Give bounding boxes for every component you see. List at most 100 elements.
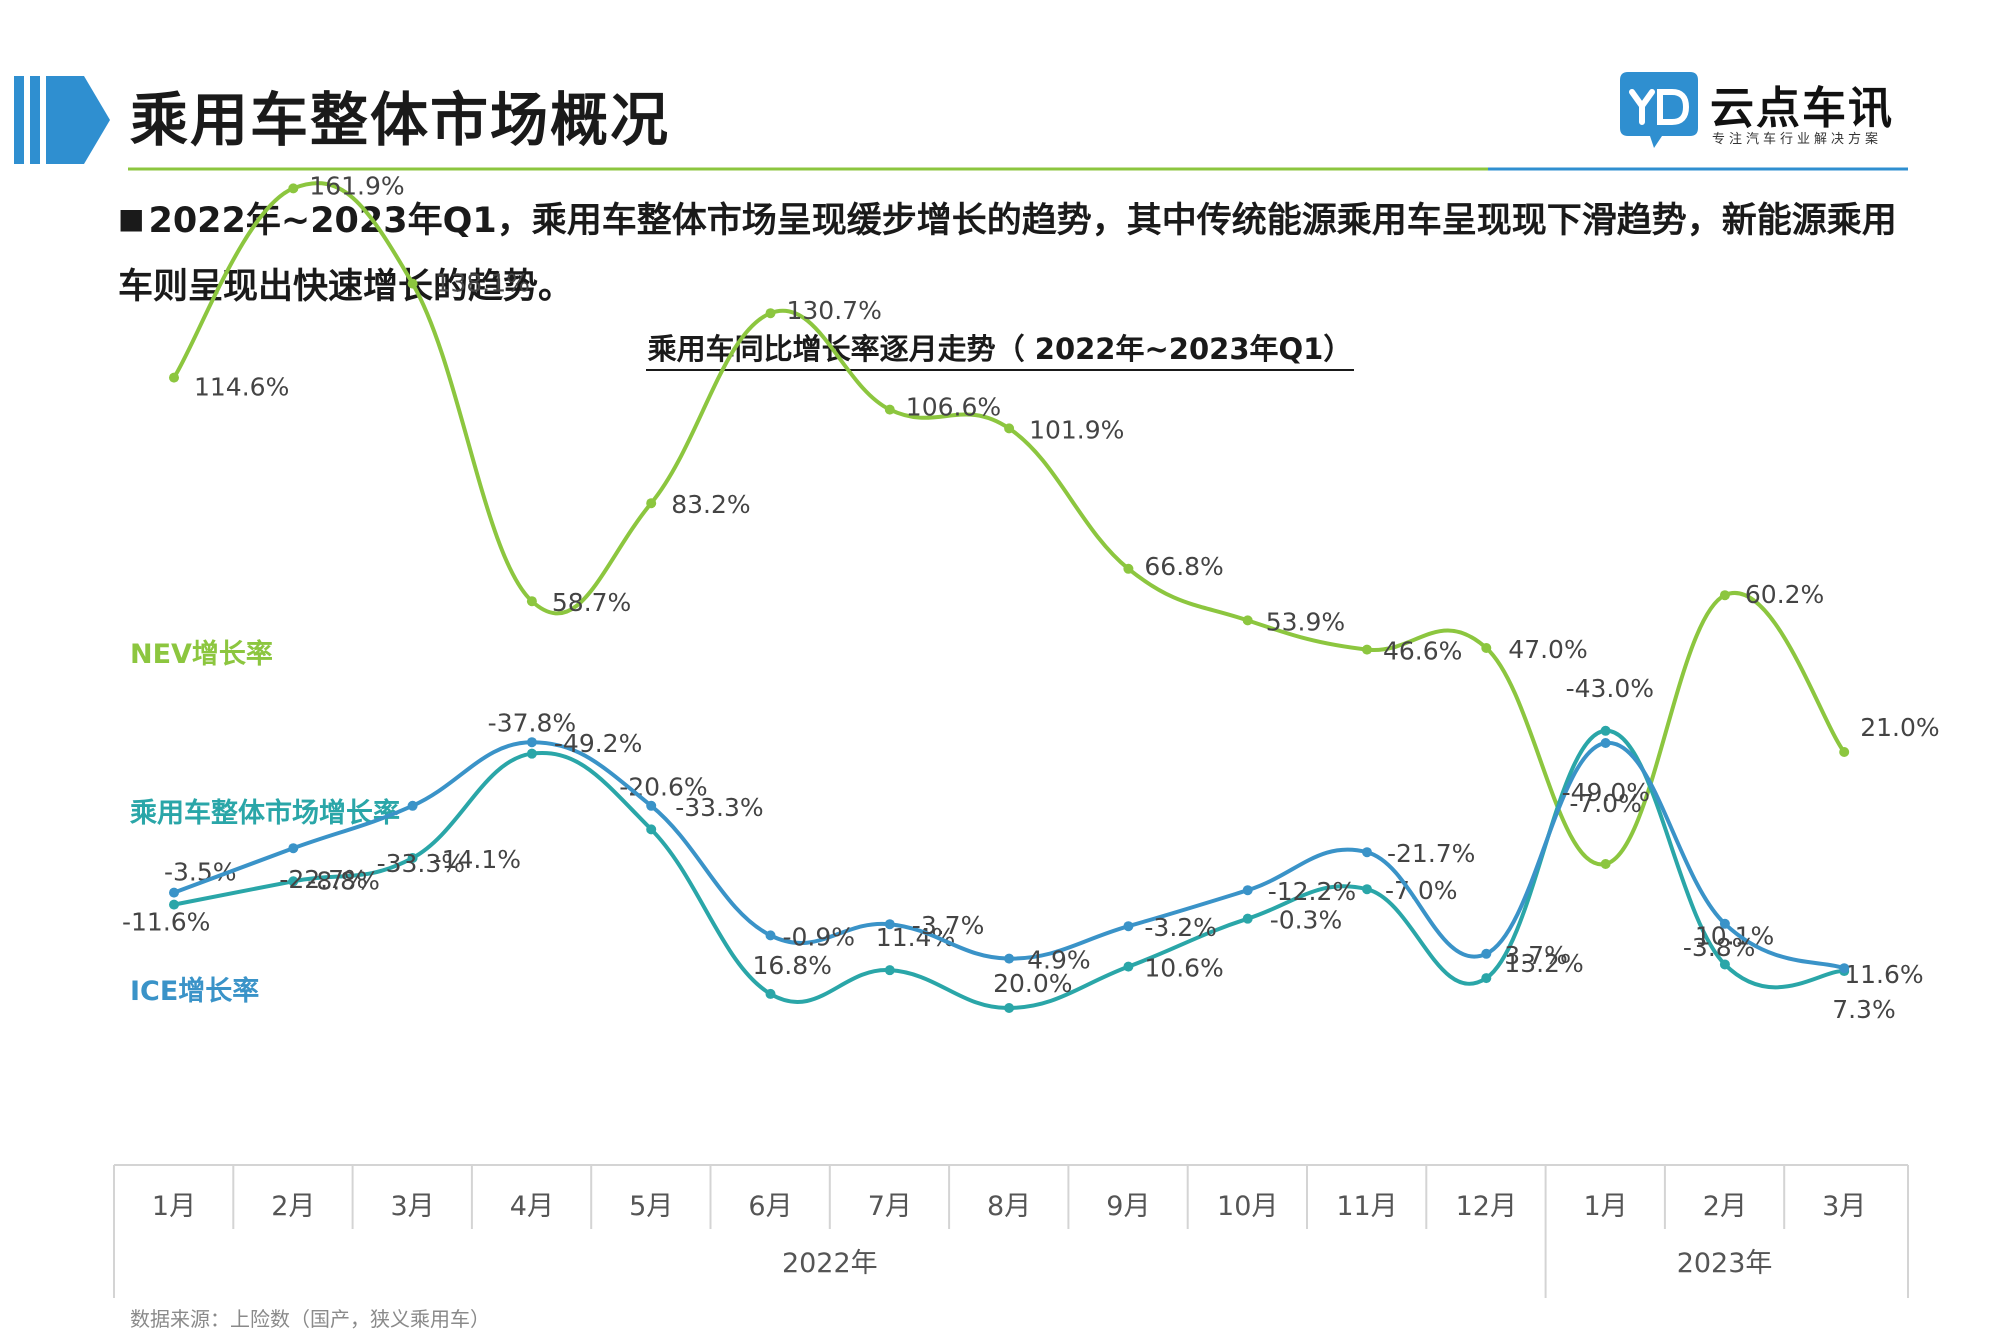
chart-title: 乘用车同比增长率逐月走势（ 2022年~2023年Q1） [0,326,2000,371]
ice-point-14 [1719,918,1730,929]
chart-title-text: 乘用车同比增长率逐月走势（ 2022年~2023年Q1） [645,332,1355,371]
logo-tagline: 专注汽车行业解决方案 [1712,132,1883,147]
page-title: 乘用车整体市场概况 [130,86,671,154]
x-group-label-1: 2022年 [782,1248,878,1279]
nev-point-1 [169,372,179,383]
ice-point-4 [526,737,537,748]
total-data-label-10: -0.3% [1270,906,1343,935]
x-tick-label-6: 6月 [748,1191,792,1222]
total-point-8 [1004,1003,1015,1013]
total-data-label-9: 10.6% [1144,954,1223,983]
x-tick-label-15: 3月 [1822,1191,1866,1222]
total-data-label-6: 16.8% [753,951,832,980]
ice-point-11 [1362,847,1372,858]
ice-point-6 [765,930,776,941]
total-data-label-8: 20.0% [993,969,1072,998]
ice-data-label-11: -21.7% [1387,839,1475,868]
nev-point-10 [1242,615,1253,626]
ice-data-label-10: -12.2% [1268,877,1356,906]
total-data-label-3: -14.1% [433,845,521,874]
nev-point-4 [526,596,537,607]
ice-data-label-7: -3.7% [912,911,985,940]
total-point-10 [1242,913,1253,924]
x-tick-label-9: 9月 [1106,1191,1150,1222]
ice-data-label-1: -11.6% [122,908,210,937]
nev-point-11 [1362,644,1372,655]
nev-point-6 [765,308,776,319]
nev-data-label-2: 161.9% [309,171,404,200]
x-tick-label-1: 1月 [152,1191,196,1222]
summary-paragraph: ■ 2022年~2023年Q1，乘用车整体市场呈现缓步增长的趋势，其中传统能源乘用… [118,186,1908,320]
nev-point-5 [646,498,657,509]
x-tick-label-10: 10月 [1217,1191,1278,1222]
x-tick-label-3: 3月 [391,1191,435,1222]
nev-point-15 [1839,747,1850,757]
nev-point-12 [1481,643,1492,653]
x-tick-label-5: 5月 [629,1191,673,1222]
x-tick-label-11: 11月 [1336,1191,1397,1222]
ice-legend-label: ICE增长率 [130,975,259,1007]
logo-name: 云点车讯 [1710,83,1894,134]
total-point-12 [1481,973,1492,984]
ice-point-7 [884,919,895,930]
summary-bullet: ■ [118,202,145,235]
nev-point-3 [407,278,418,289]
ice-point-13 [1600,738,1611,748]
nev-data-label-1: 114.6% [194,373,289,402]
ice-data-label-3: -33.3% [377,849,465,878]
total-point-5 [646,824,657,835]
total-point-1 [169,899,179,910]
total-point-6 [765,988,776,999]
total-data-label-11: -7.0% [1385,876,1458,905]
total-legend-label: 乘用车整体市场增长率 [129,797,400,829]
brand-logo: 云点车讯 专注汽车行业解决方案 [1618,70,1908,154]
total-data-label-5: -20.6% [619,772,707,801]
ice-data-label-12: 3.7% [1504,941,1568,970]
total-point-14 [1719,959,1730,970]
nev-data-label-4: 58.7% [552,588,631,617]
total-data-label-2: -8.8% [307,866,380,895]
x-tick-label-12: 12月 [1456,1191,1517,1222]
title-marker-icon [14,76,110,164]
nev-data-label-15: 21.0% [1860,713,1939,742]
nev-point-2 [288,183,299,194]
nev-data-label-3: 138.1% [435,269,530,298]
ice-point-1 [169,887,179,898]
nev-point-9 [1123,563,1134,574]
ice-data-label-9: -3.2% [1144,913,1217,942]
ice-point-15 [1839,963,1850,974]
ice-point-10 [1242,885,1253,896]
summary-text: 2022年~2023年Q1，乘用车整体市场呈现缓步增长的趋势，其中传统能源乘用车… [118,201,1897,307]
nev-data-label-13: -7.0% [1569,789,1642,818]
nev-point-14 [1719,590,1730,601]
title-divider [128,167,1908,171]
total-data-label-4: -37.8% [488,709,576,738]
total-point-9 [1123,961,1134,972]
ice-point-3 [407,800,418,811]
nev-data-label-7: 106.6% [906,393,1001,422]
data-source-note: 数据来源：上险数（国产，狭义乘用车） [130,1307,490,1331]
nev-data-label-9: 66.8% [1144,552,1223,581]
x-tick-label-4: 4月 [510,1191,554,1222]
ice-point-5 [646,800,657,811]
ice-point-9 [1123,921,1134,932]
total-data-label-12: 13.2% [1504,949,1583,978]
nev-point-8 [1004,423,1015,434]
ice-point-2 [288,843,299,854]
total-point-11 [1362,884,1372,895]
total-point-13 [1600,725,1611,736]
ice-data-label-13: -49.0% [1562,778,1650,807]
total-data-label-14: 10.1% [1695,921,1774,950]
total-point-3 [407,852,418,863]
ice-data-label-5: -33.3% [675,793,763,822]
ice-data-label-4: -49.2% [554,729,642,758]
ice-data-label-6: -0.9% [783,922,856,951]
total-point-2 [288,876,299,887]
ice-point-12 [1481,948,1492,959]
x-tick-label-8: 8月 [987,1191,1031,1222]
nev-data-label-5: 83.2% [671,490,750,519]
ice-series-line [173,740,1845,971]
ice-data-label-2: -22.7% [279,865,367,894]
total-point-4 [526,748,537,759]
